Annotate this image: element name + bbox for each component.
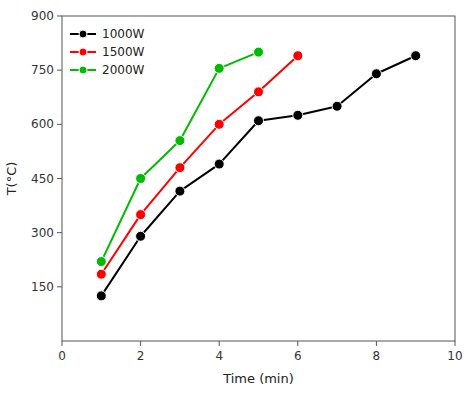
x-tick [140,341,141,346]
y-tick [57,124,62,125]
series-marker [214,63,224,73]
series-marker [96,257,106,267]
y-tick-label: 600 [31,117,54,131]
plot-area [62,16,455,341]
series-marker [371,69,381,79]
data-layer [96,47,420,301]
x-tick [376,341,377,346]
x-tick-label: 8 [373,349,381,363]
series-marker [136,231,146,241]
x-axis-label: Time (min) [222,371,294,386]
y-tick [57,232,62,233]
y-tick-label: 150 [31,280,54,294]
series-marker [332,101,342,111]
y-tick-label: 450 [31,172,54,186]
x-tick-label: 4 [215,349,223,363]
y-tick-label: 300 [31,226,54,240]
series-line [101,52,258,261]
series-marker [214,119,224,129]
series-marker [96,269,106,279]
y-tick [57,16,62,17]
series-marker [254,116,264,126]
series-marker [214,159,224,169]
series-marker [293,51,303,61]
series-marker [136,210,146,220]
y-tick [57,178,62,179]
plot-frame [62,16,455,341]
series-marker [96,291,106,301]
y-tick-label: 900 [31,9,54,23]
series-marker [254,87,264,97]
y-axis-label: T(°C) [4,162,19,197]
x-tick-label: 0 [58,349,66,363]
y-tick [57,70,62,71]
series-marker [411,51,421,61]
series-marker [175,136,185,146]
x-tick [297,341,298,346]
x-tick [455,341,456,346]
legend-marker [79,30,87,38]
x-tick [219,341,220,346]
legend-label: 2000W [102,63,145,77]
legend: 1000W 1500W 2000W [70,27,145,77]
x-tick-label: 6 [294,349,302,363]
y-tick [57,286,62,287]
legend-marker [79,48,87,56]
x-tick [62,341,63,346]
series-marker [175,163,185,173]
legend-label: 1500W [102,45,145,59]
y-tick-label: 750 [31,63,54,77]
legend-label: 1000W [102,27,145,41]
series-marker [293,110,303,120]
series-marker [254,47,264,57]
x-tick-label: 10 [447,349,462,363]
legend-marker [79,66,87,74]
series-marker [175,186,185,196]
x-tick-label: 2 [137,349,145,363]
series-line [101,56,297,274]
series-line [101,56,415,296]
series-marker [136,174,146,184]
